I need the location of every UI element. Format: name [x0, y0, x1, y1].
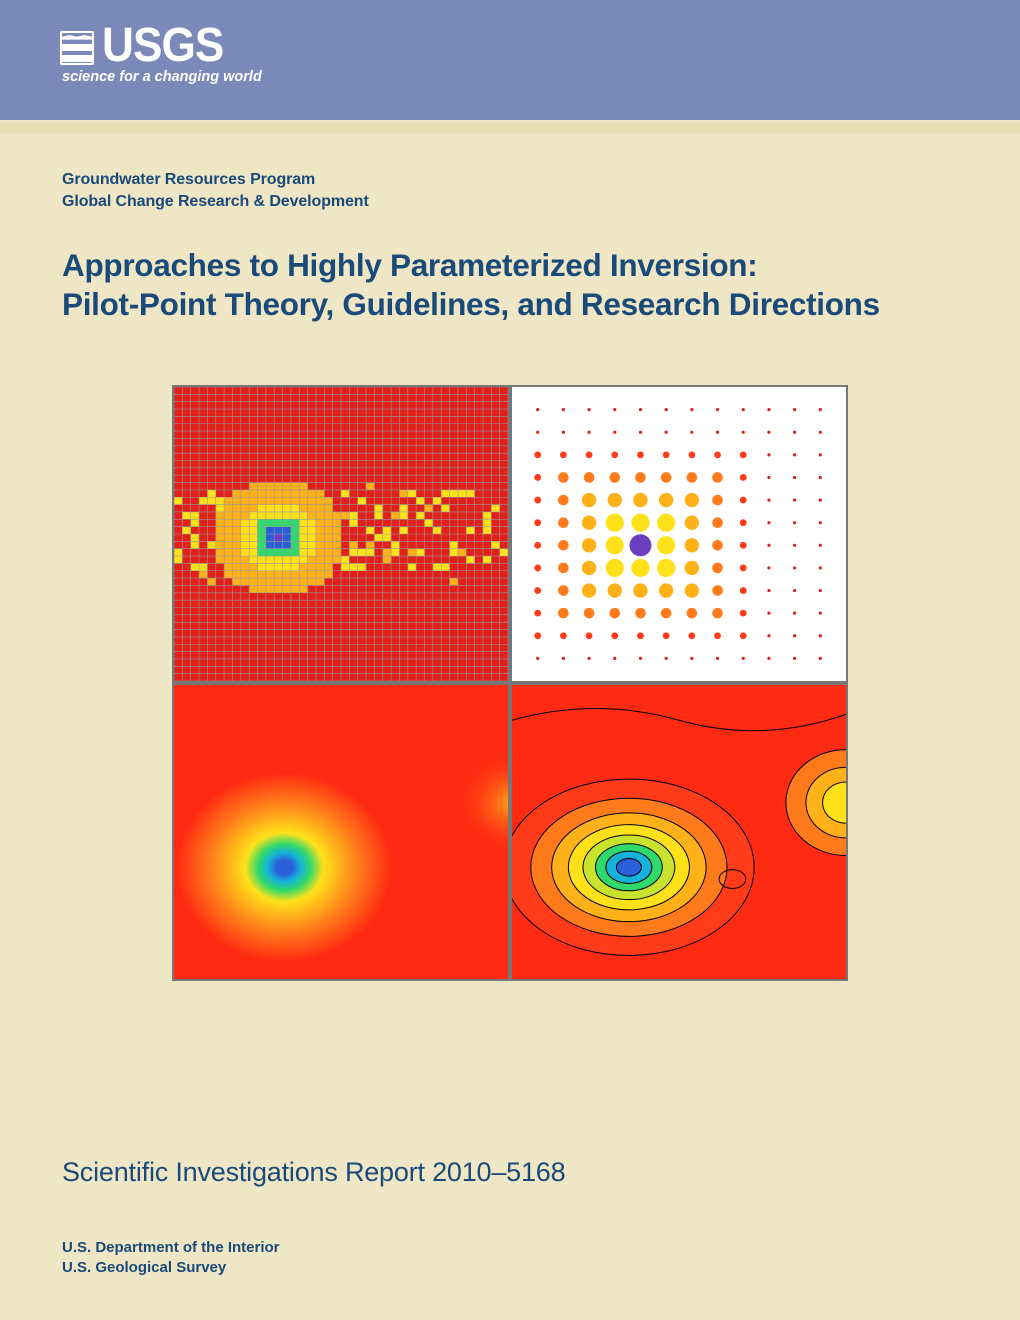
report-series-line: Scientific Investigations Report 2010–51…: [62, 1157, 565, 1188]
title-line-1: Approaches to Highly Parameterized Inver…: [62, 246, 958, 284]
program-line-1: Groundwater Resources Program: [62, 169, 958, 191]
figure-grid: [172, 385, 848, 981]
program-line-2: Global Change Research & Development: [62, 191, 958, 213]
document-title: Approaches to Highly Parameterized Inver…: [62, 246, 958, 323]
panel-top-left: [174, 387, 508, 681]
title-line-2: Pilot-Point Theory, Guidelines, and Rese…: [62, 285, 958, 323]
footer-line-2: U.S. Geological Survey: [62, 1258, 280, 1278]
logo-acronym: USGS: [102, 18, 223, 73]
header-banner: USGS science for a changing world: [0, 0, 1020, 120]
footer-line-1: U.S. Department of the Interior: [62, 1238, 280, 1258]
panel-bottom-right: [512, 685, 846, 979]
accent-band: [0, 123, 1020, 133]
panel-bottom-left: [174, 685, 508, 979]
footer-block: U.S. Department of the Interior U.S. Geo…: [62, 1238, 280, 1279]
panel-top-right: [512, 387, 846, 681]
usgs-logo: USGS science for a changing world: [60, 18, 1020, 85]
usgs-wave-icon: [60, 31, 94, 65]
program-block: Groundwater Resources Program Global Cha…: [62, 169, 958, 212]
content-area: Groundwater Resources Program Global Cha…: [0, 133, 1020, 981]
